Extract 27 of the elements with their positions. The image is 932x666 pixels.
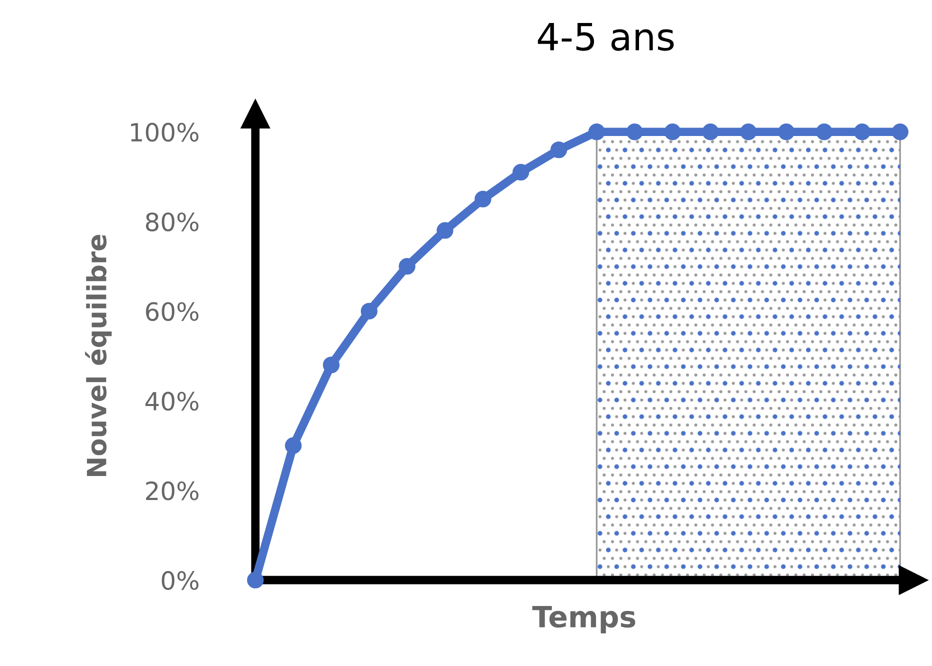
- y-tick-label: 20%: [146, 481, 198, 500]
- point: [247, 572, 264, 588]
- x-axis-title: Temps: [532, 606, 636, 634]
- point: [892, 124, 908, 140]
- point: [816, 124, 833, 140]
- y-tick-label: 100%: [131, 122, 198, 142]
- point: [512, 164, 530, 181]
- point: [740, 124, 757, 140]
- point: [284, 437, 302, 454]
- y-axis-title: Nouvel équilibre: [85, 234, 112, 476]
- chart-title: 4-5 ans: [538, 22, 674, 51]
- point: [322, 356, 340, 374]
- point: [360, 302, 378, 320]
- point: [550, 141, 568, 158]
- point: [702, 124, 719, 140]
- point: [588, 124, 606, 140]
- y-tick-label: 60%: [146, 302, 198, 322]
- point: [436, 222, 454, 239]
- y-tick-label: 0%: [162, 571, 198, 590]
- y-tick-label: 40%: [145, 392, 198, 411]
- y-tick-label: 80%: [146, 212, 198, 232]
- point: [854, 124, 870, 140]
- point: [664, 124, 681, 140]
- point: [778, 124, 795, 140]
- point: [474, 190, 492, 208]
- point: [398, 258, 416, 275]
- point: [626, 124, 643, 140]
